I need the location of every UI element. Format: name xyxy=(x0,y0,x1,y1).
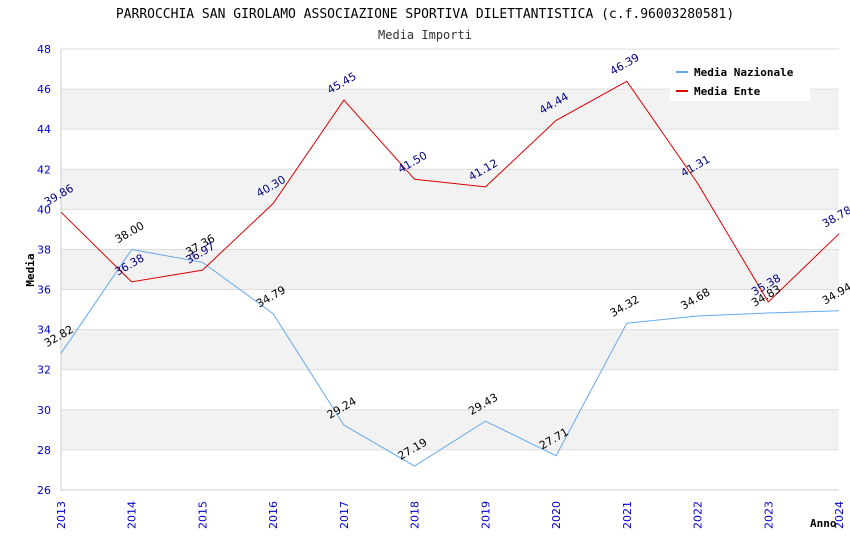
legend-box xyxy=(670,59,810,101)
legend-label: Media Ente xyxy=(694,85,761,98)
legend-label: Media Nazionale xyxy=(694,66,794,79)
data-label: 34.32 xyxy=(608,293,642,320)
x-tick-label: 2018 xyxy=(409,501,422,529)
grid-lines xyxy=(60,48,839,491)
x-tick-label: 2021 xyxy=(621,501,634,529)
y-tick-label: 34 xyxy=(37,324,51,337)
y-tick-label: 42 xyxy=(37,163,51,176)
y-tick-label: 40 xyxy=(37,203,51,216)
y-tick-label: 30 xyxy=(37,404,51,417)
y-tick-label: 38 xyxy=(37,243,51,256)
y-tick-label: 46 xyxy=(37,83,51,96)
grid-bands xyxy=(61,89,839,450)
chart-subtitle: Media Importi xyxy=(378,28,472,42)
data-label: 38.00 xyxy=(113,219,147,246)
x-tick-label: 2015 xyxy=(196,501,209,529)
series-lines xyxy=(60,80,840,467)
chart-title: PARROCCHIA SAN GIROLAMO ASSOCIAZIONE SPO… xyxy=(116,7,734,22)
y-tick-label: 26 xyxy=(37,484,51,497)
x-axis-label: Anno xyxy=(810,517,837,530)
y-tick-label: 28 xyxy=(37,444,51,457)
y-tick-label: 44 xyxy=(37,123,51,136)
x-tick-label: 2017 xyxy=(338,501,351,529)
y-axis-label: Media xyxy=(24,253,37,286)
y-tick-label: 36 xyxy=(37,284,51,297)
data-label: 46.39 xyxy=(608,51,642,78)
x-tick-label: 2024 xyxy=(833,501,846,529)
x-tick-label: 2013 xyxy=(55,501,68,529)
y-tick-label: 48 xyxy=(37,43,51,56)
y-tick-label: 32 xyxy=(37,364,51,377)
x-tick-label: 2014 xyxy=(126,501,139,529)
grid-band xyxy=(61,329,839,370)
x-tick-label: 2020 xyxy=(550,501,563,529)
series-line-media-nazionale xyxy=(60,248,840,467)
grid-band xyxy=(61,169,839,210)
x-tick-label: 2016 xyxy=(267,501,280,529)
y-axis-ticks: 26 28 30 32 34 36 38 40 42 44 46 48 xyxy=(37,43,51,497)
x-tick-label: 2023 xyxy=(762,501,775,529)
x-tick-label: 2019 xyxy=(479,501,492,529)
series-line-media-ente xyxy=(60,80,840,303)
x-tick-label: 2022 xyxy=(692,501,705,529)
legend: Media Nazionale Media Ente xyxy=(670,59,810,101)
grid-band xyxy=(61,249,839,290)
x-axis-ticks: 2013 2014 2015 2016 2017 2018 2019 2020 2021 2022… xyxy=(55,501,846,529)
